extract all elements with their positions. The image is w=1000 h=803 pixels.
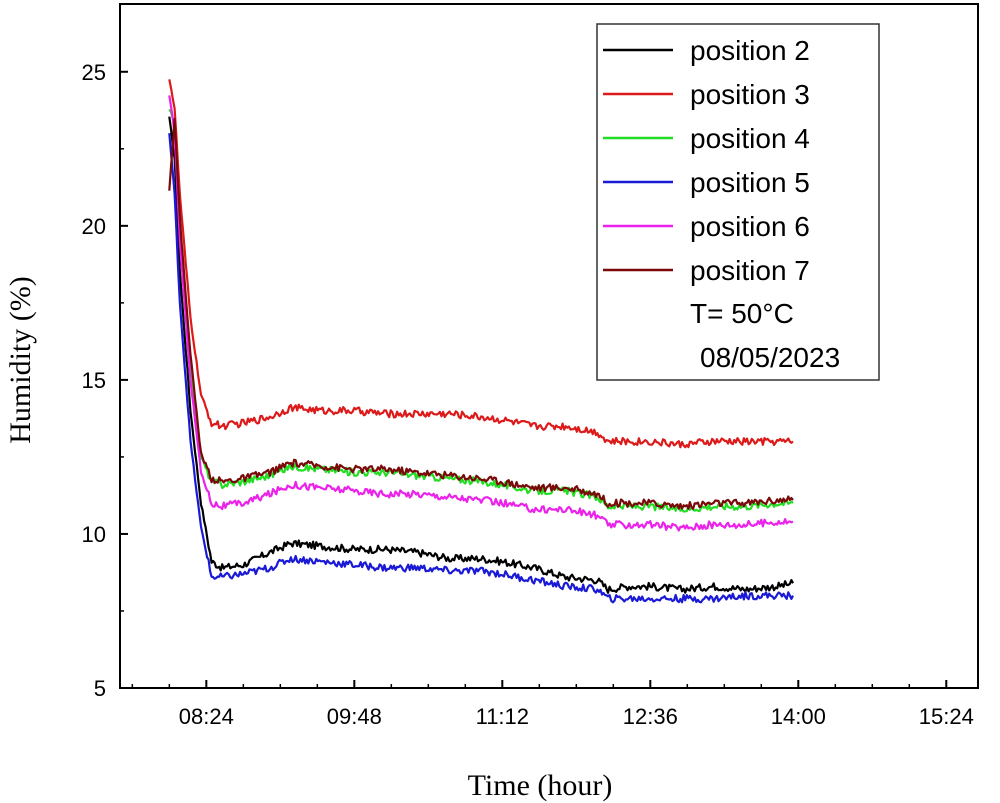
x-tick-label: 15:24 — [919, 704, 974, 729]
y-tick-label: 20 — [82, 214, 106, 239]
date-note: 08/05/2023 — [700, 342, 840, 373]
x-tick-label: 09:48 — [327, 704, 382, 729]
x-tick-label: 11:12 — [476, 704, 529, 729]
series-line-position-2 — [168, 116, 794, 594]
temperature-note: T= 50°C — [690, 298, 794, 329]
legend-entry: position 2 — [690, 35, 810, 66]
x-tick-label: 14:00 — [771, 704, 826, 729]
y-tick-label: 25 — [82, 60, 106, 85]
data-series — [168, 79, 794, 604]
series-line-position-7 — [168, 117, 794, 510]
legend-box — [596, 23, 880, 381]
series-line-position-3 — [168, 79, 794, 449]
series-line-position-5 — [168, 133, 794, 604]
legend: position 2 position 3 position 4 position 5… — [596, 23, 880, 381]
legend-entry: position 3 — [690, 79, 810, 110]
legend-entry: position 6 — [690, 211, 810, 242]
axis-ticks: 5 10 15 20 25 08:24 09:48 11:12 12:36 14:00 15:24 — [82, 60, 974, 729]
x-axis-title: Time (hour) — [468, 769, 613, 802]
x-tick-label: 12:36 — [623, 704, 678, 729]
y-tick-label: 15 — [82, 368, 106, 393]
series-line-position-6 — [168, 95, 794, 532]
y-axis-title: Humidity (%) — [4, 276, 37, 443]
legend-entry: position 4 — [690, 123, 810, 154]
legend-entry: position 5 — [690, 167, 810, 198]
y-tick-label: 5 — [94, 676, 106, 701]
y-tick-label: 10 — [82, 522, 106, 547]
x-tick-label: 08:24 — [179, 704, 234, 729]
legend-entry: position 7 — [690, 255, 810, 286]
